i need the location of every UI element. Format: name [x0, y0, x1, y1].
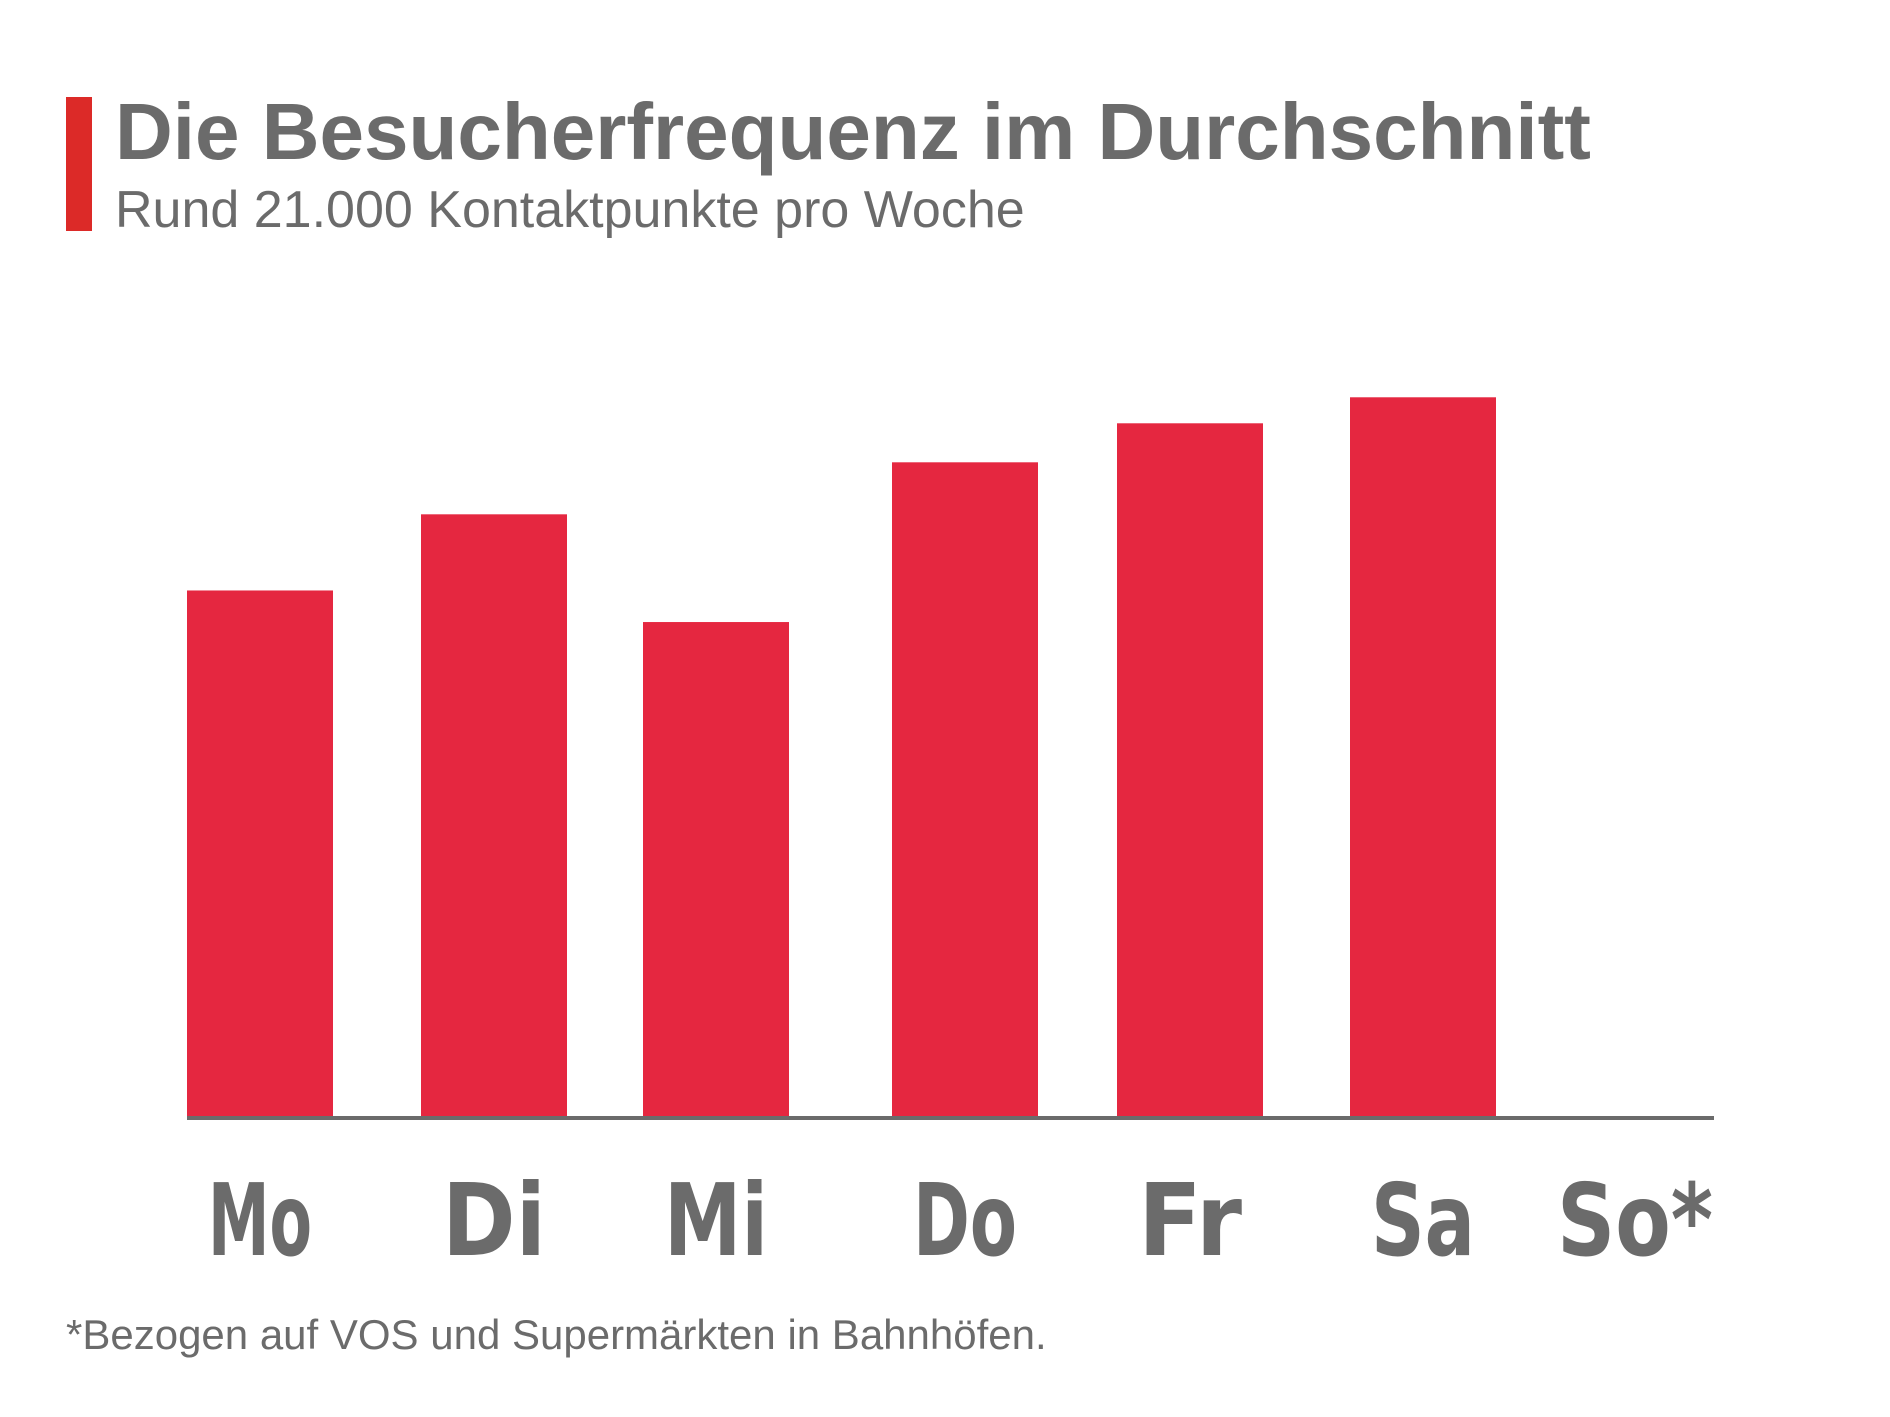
x-tick-label-di: Di — [442, 1162, 546, 1279]
bar-fr — [1117, 423, 1263, 1118]
x-tick-label-do: Do — [913, 1162, 1017, 1279]
x-tick-label-mi: Mi — [664, 1162, 768, 1279]
x-tick-label-mo: Mo — [208, 1162, 312, 1279]
bar-mo — [187, 590, 333, 1118]
x-tick-label-sa: Sa — [1371, 1162, 1475, 1279]
title-accent-bar — [66, 97, 92, 231]
x-tick-label-fr: Fr — [1138, 1162, 1243, 1279]
chart-subtitle: Rund 21.000 Kontaktpunkte pro Woche — [115, 181, 1025, 239]
bar-mi — [643, 622, 789, 1118]
bar-do — [892, 462, 1038, 1118]
bar-di — [421, 514, 567, 1118]
footnote: *Bezogen auf VOS und Supermärkten in Bah… — [66, 1311, 1047, 1358]
chart-title: Die Besucherfrequenz im Durchschnitt — [115, 87, 1591, 176]
bar-sa — [1350, 397, 1496, 1118]
x-tick-label-so: So* — [1557, 1162, 1713, 1279]
